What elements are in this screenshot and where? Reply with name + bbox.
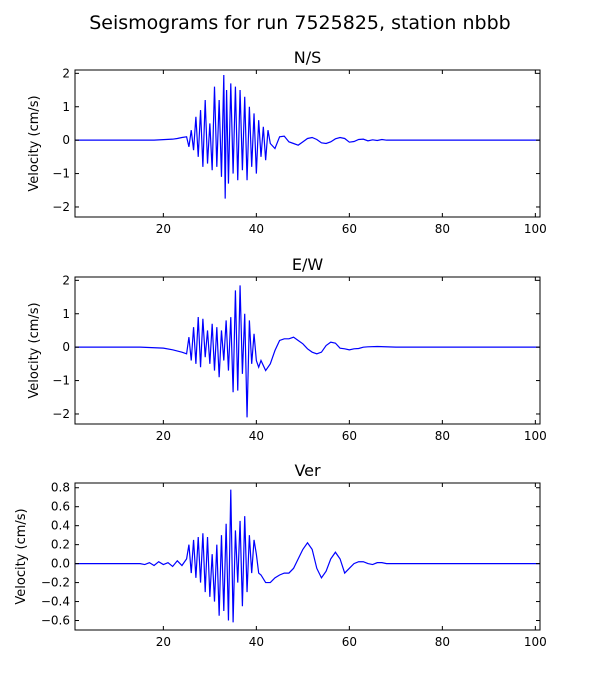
y-axis-label: Velocity (cm/s)	[27, 302, 42, 398]
panel-e-w: 20 40 60 80 100 −2 −1 0 1 2 E/W Velocity (cm/s)	[27, 255, 547, 443]
series-line-n-s	[75, 74, 540, 199]
panel-n-s: 20 40 60 80 100 −2 −1 0 1 2 N/S Velocity (cm/s)	[27, 48, 547, 236]
y-tick-label: 1	[62, 100, 70, 114]
x-tick-label: 80	[435, 429, 450, 443]
y-tick-label: 0.2	[51, 538, 70, 552]
y-tick-label: 0.4	[51, 519, 70, 533]
y-tick-label: 0.0	[51, 557, 70, 571]
series-line-ver	[75, 489, 540, 623]
plot-frame	[74, 69, 541, 218]
y-tick-label: −0.4	[41, 595, 70, 609]
y-tick-label: 2	[62, 273, 70, 287]
y-tick-label: −2	[52, 200, 70, 214]
x-tick-label: 20	[156, 222, 171, 236]
x-tick-label: 20	[156, 635, 171, 649]
y-axis-label: Velocity (cm/s)	[27, 95, 42, 191]
y-tick-label: 2	[62, 66, 70, 80]
y-tick-label: −2	[52, 407, 70, 421]
y-tick-label: 0.8	[51, 481, 70, 495]
panel-ver: 20 40 60 80 100 −0.6 −0.4 −0.2 0.0 0.2 0.4 0.6 0.8 Ve…	[14, 461, 547, 649]
y-tick-label: −1	[52, 167, 70, 181]
y-axis-label: Velocity (cm/s)	[14, 508, 29, 604]
x-tick-label: 60	[342, 429, 357, 443]
panel-title: E/W	[292, 255, 324, 274]
x-tick-label: 80	[435, 635, 450, 649]
y-tick-label: −0.6	[41, 614, 70, 628]
series-line-e-w	[75, 285, 540, 418]
y-tick-label: 0	[62, 340, 70, 354]
x-tick-label: 80	[435, 222, 450, 236]
plot-frame	[74, 482, 541, 631]
y-tick-label: 1	[62, 307, 70, 321]
figure-title: Seismograms for run 7525825, station nbb…	[89, 12, 510, 34]
plot-frame	[74, 276, 541, 425]
x-tick-label: 100	[524, 635, 547, 649]
x-tick-label: 40	[249, 635, 264, 649]
x-tick-label: 40	[249, 222, 264, 236]
y-tick-label: 0.6	[51, 500, 70, 514]
x-tick-label: 60	[342, 635, 357, 649]
y-tick-label: −1	[52, 374, 70, 388]
x-tick-label: 60	[342, 222, 357, 236]
x-tick-label: 100	[524, 429, 547, 443]
x-tick-label: 20	[156, 429, 171, 443]
panel-title: N/S	[294, 48, 322, 67]
x-tick-label: 100	[524, 222, 547, 236]
x-tick-label: 40	[249, 429, 264, 443]
panel-title: Ver	[294, 461, 321, 480]
y-tick-label: −0.2	[41, 576, 70, 590]
y-tick-label: 0	[62, 133, 70, 147]
